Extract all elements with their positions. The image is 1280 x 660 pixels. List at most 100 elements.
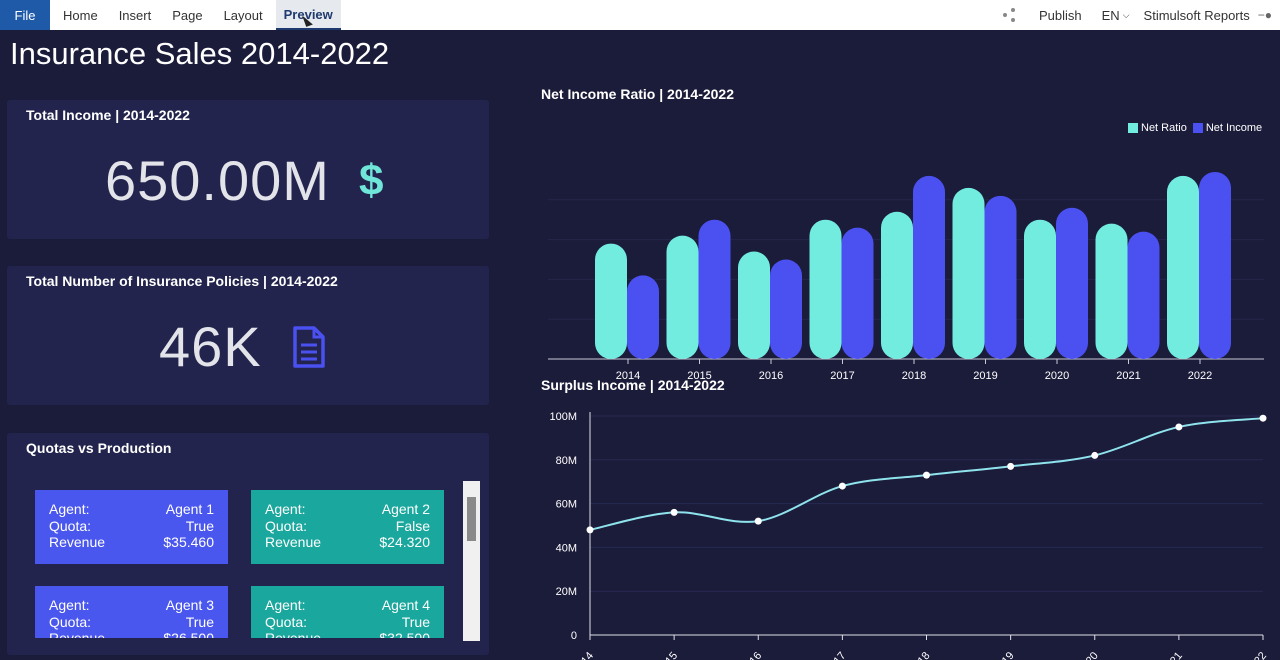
bar-net-income[interactable] [841, 227, 874, 359]
agent-value: Agent 4 [381, 597, 430, 613]
revenue-label: Revenue [49, 630, 106, 638]
bar-net-income[interactable] [913, 175, 945, 359]
bar-net-ratio[interactable] [809, 219, 842, 359]
bar-net-ratio[interactable] [881, 211, 913, 359]
total-income-title: Total Income | 2014-2022 [26, 107, 190, 123]
quota-value: True [185, 613, 214, 630]
legend-label: Net Ratio [1141, 122, 1187, 134]
bar-net-ratio[interactable] [738, 251, 770, 359]
x-tick-label: 2014 [616, 370, 640, 380]
menu-right: Publish EN ⌵ Stimulsoft Reports −● [1003, 0, 1280, 30]
revenue-label: Revenue [265, 534, 322, 550]
quotas-card: Quotas vs Production Agent: Agent 1 Quota… [7, 433, 489, 655]
bar-net-ratio[interactable] [1095, 223, 1128, 359]
data-point[interactable] [838, 482, 846, 490]
legend-item: Net Income [1192, 122, 1263, 134]
tab-layout[interactable]: Layout [223, 7, 263, 23]
scrollbar-thumb[interactable] [467, 497, 476, 541]
bar-net-income[interactable] [984, 195, 1017, 359]
bar-net-ratio[interactable] [1024, 219, 1056, 359]
revenue-value: $24.320 [379, 534, 430, 550]
revenue-label: Revenue [49, 534, 106, 550]
language-select[interactable]: EN ⌵ [1102, 8, 1130, 23]
revenue-value: $26.500 [163, 630, 214, 638]
agent-card[interactable]: Agent: Agent 3 Quota: True Revenue $26.500 [35, 586, 228, 638]
x-tick-label: 2018 [908, 650, 933, 660]
quota-label: Quota: [49, 517, 92, 534]
publish-button[interactable]: Publish [1039, 7, 1082, 23]
bar-net-income[interactable] [1199, 171, 1231, 359]
bar-net-income[interactable] [627, 275, 659, 359]
data-point[interactable] [586, 526, 594, 534]
product-name: Stimulsoft Reports [1143, 7, 1250, 23]
chart-legend: Net Ratio Net Income [1128, 122, 1268, 134]
agent-label: Agent: [49, 501, 90, 517]
dashboard: Insurance Sales 2014-2022 Total Income |… [0, 30, 1280, 660]
data-point[interactable] [1259, 414, 1267, 422]
y-tick-label: 0 [571, 630, 577, 642]
dollar-icon: $ [359, 156, 384, 205]
legend-swatch [1128, 123, 1138, 133]
legend-label: Net Income [1205, 122, 1263, 134]
tab-home[interactable]: Home [63, 7, 98, 23]
bar-net-income[interactable] [1056, 207, 1088, 359]
policies-value: 46K [159, 315, 262, 378]
quota-value: True [401, 613, 430, 630]
data-point[interactable] [923, 471, 930, 479]
scrollbar[interactable] [463, 481, 480, 641]
x-tick-label: 2020 [1045, 370, 1069, 380]
agent-card[interactable]: Agent: Agent 1 Quota: True Revenue $35.460 [35, 490, 228, 564]
x-tick-label: 2021 [1160, 650, 1185, 660]
y-tick-label: 60M [556, 499, 577, 511]
quota-label: Quota: [265, 517, 308, 534]
x-tick-label: 2022 [1244, 650, 1269, 660]
x-tick-label: 2019 [973, 370, 997, 380]
y-tick-label: 80M [556, 455, 577, 467]
x-tick-label: 2018 [902, 370, 926, 380]
pin-icon[interactable]: −● [1257, 8, 1272, 22]
data-point[interactable] [1007, 462, 1015, 470]
x-tick-label: 2017 [824, 650, 849, 660]
page-title: Insurance Sales 2014-2022 [10, 36, 390, 71]
bar-net-ratio[interactable] [1167, 175, 1199, 359]
x-tick-label: 2014 [571, 650, 596, 660]
tab-preview-label: Preview [283, 6, 333, 22]
agent-card[interactable]: Agent: Agent 2 Quota: False Revenue $24.320 [251, 490, 444, 564]
document-icon [293, 326, 325, 368]
tab-page[interactable]: Page [172, 7, 203, 23]
legend-swatch [1192, 123, 1203, 133]
bar-net-income[interactable] [1127, 231, 1160, 359]
tab-preview[interactable]: Preview [275, 0, 341, 30]
x-tick-label: 2021 [1116, 370, 1140, 380]
total-income-value: 650.00M [105, 149, 330, 212]
agent-label: Agent: [265, 501, 306, 517]
x-tick-label: 2016 [739, 650, 764, 660]
net-income-chart-title: Net Income Ratio | 2014-2022 [541, 86, 734, 102]
file-button[interactable]: File [0, 0, 50, 30]
total-income-card: Total Income | 2014-2022 650.00M $ [7, 100, 489, 239]
bar-net-income[interactable] [770, 259, 802, 360]
chevron-down-icon: ⌵ [1122, 9, 1130, 20]
tab-insert[interactable]: Insert [118, 7, 152, 23]
bar-net-ratio[interactable] [595, 243, 627, 359]
revenue-value: $32.500 [379, 630, 430, 638]
data-point[interactable] [670, 508, 678, 516]
agent-label: Agent: [49, 597, 90, 613]
quota-label: Quota: [265, 613, 308, 630]
agent-card[interactable]: Agent: Agent 4 Quota: True Revenue $32.500 [251, 586, 444, 638]
data-point[interactable] [754, 517, 762, 525]
share-icon[interactable] [1003, 8, 1017, 22]
data-point[interactable] [1091, 451, 1099, 459]
revenue-value: $35.460 [163, 534, 214, 550]
quotas-title: Quotas vs Production [26, 440, 172, 456]
data-point[interactable] [1175, 423, 1183, 431]
bar-net-income[interactable] [698, 219, 731, 359]
legend-item: Net Ratio [1128, 122, 1187, 134]
quota-value: False [395, 517, 430, 534]
policies-title: Total Number of Insurance Policies | 201… [26, 273, 338, 289]
bar-net-ratio[interactable] [952, 187, 985, 359]
agent-label: Agent: [265, 597, 306, 613]
y-tick-label: 20M [556, 586, 577, 598]
bar-net-ratio[interactable] [666, 235, 699, 359]
y-tick-label: 100M [549, 411, 577, 423]
